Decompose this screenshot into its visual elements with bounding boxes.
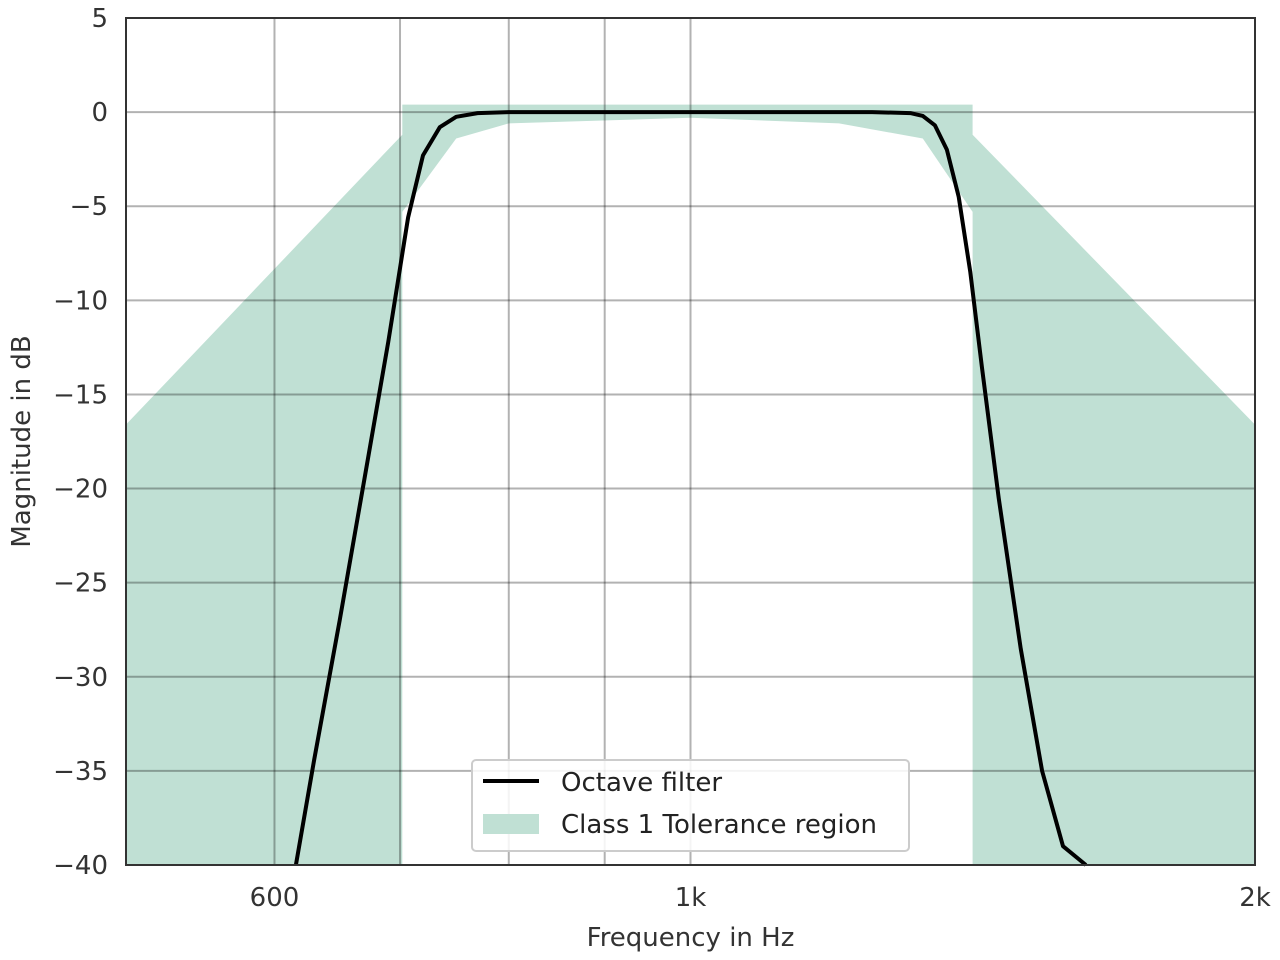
x-tick-label: 600: [250, 883, 300, 913]
y-tick-label: −5: [70, 192, 108, 222]
x-axis-label: Frequency in Hz: [587, 923, 795, 953]
y-tick-label: 5: [91, 4, 108, 34]
x-tick-label: 2k: [1239, 883, 1271, 913]
y-tick-label: −25: [53, 569, 108, 599]
series-layer: [293, 110, 1088, 867]
y-tick-label: −30: [53, 663, 108, 693]
legend-label-tolerance-region: Class 1 Tolerance region: [561, 810, 877, 840]
plot-frame: [125, 17, 1256, 866]
grid-layer: [126, 18, 1255, 865]
tolerance-region-inner-cutout: [402, 117, 973, 866]
legend-swatch-tolerance-region: [483, 814, 539, 834]
y-tick-labels: 5 0 −5 −10 −15 −20 −25 −30 −35 −40: [53, 4, 108, 881]
y-tick-label: −40: [53, 851, 108, 881]
y-tick-label: 0: [91, 98, 108, 128]
legend: Octave filter Class 1 Tolerance region: [471, 759, 910, 852]
y-tick-label: −15: [53, 380, 108, 410]
x-tick-labels: 600 1k 2k: [250, 883, 1271, 913]
y-tick-label: −35: [53, 757, 108, 787]
y-axis-label: Magnitude in dB: [7, 335, 37, 547]
x-tick-label: 1k: [675, 883, 707, 913]
y-tick-label: −10: [53, 286, 108, 316]
y-tick-label: −20: [53, 475, 108, 505]
legend-label-octave-filter: Octave filter: [561, 768, 722, 798]
series-line-octave-filter: [293, 110, 1088, 867]
legend-box: [471, 759, 910, 852]
